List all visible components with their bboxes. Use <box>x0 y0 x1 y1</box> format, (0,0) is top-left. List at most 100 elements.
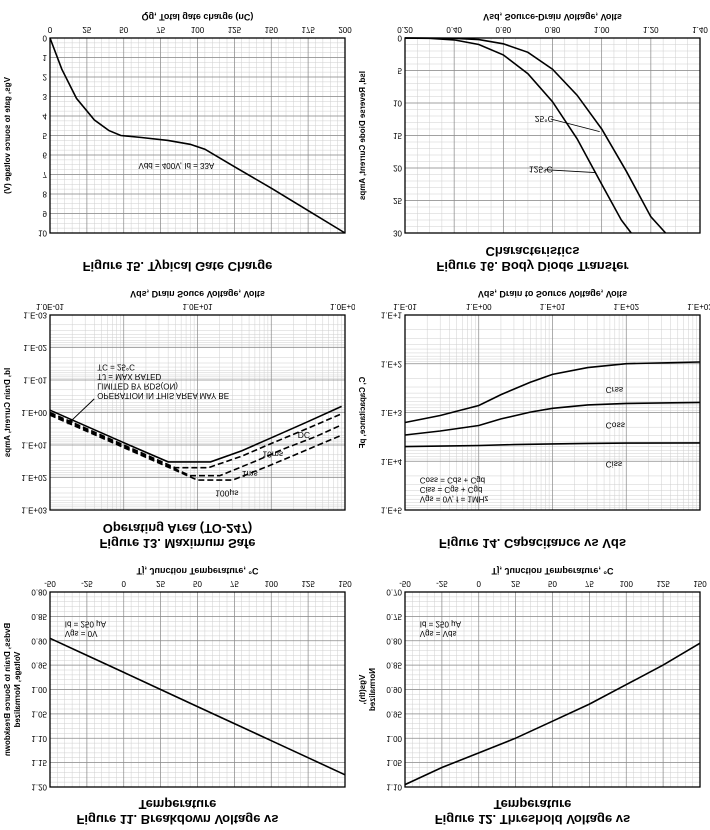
svg-text:1.E+01: 1.E+01 <box>540 302 566 311</box>
svg-text:OPERATION IN THIS AREA MAY BE: OPERATION IN THIS AREA MAY BE <box>97 391 229 400</box>
svg-text:75: 75 <box>585 579 594 588</box>
svg-text:C, Capacitance, pF: C, Capacitance, pF <box>358 377 367 449</box>
svg-text:1.10: 1.10 <box>31 734 47 743</box>
svg-text:0.95: 0.95 <box>31 661 47 670</box>
svg-text:100µs: 100µs <box>215 489 238 499</box>
svg-text:Vsd, Source-Drain Voltage, Vol: Vsd, Source-Drain Voltage, Volts <box>483 12 622 22</box>
svg-text:5: 5 <box>398 66 403 75</box>
svg-text:125: 125 <box>301 579 315 588</box>
figure-12-chart: -50 -25 0 25 50 75 100 125 150 0.70 0.75 0.80 0.85 0.… <box>355 554 710 794</box>
fig13-soa-series-10ms <box>49 411 342 469</box>
figure-14-caption: Figure 14. Capacitance vs Vds <box>439 517 626 554</box>
svg-text:Isd, Reverse Diode Current, Am: Isd, Reverse Diode Current, Amps <box>358 71 367 201</box>
figure-16-caption-line2: Characteristics <box>485 244 580 259</box>
svg-text:8: 8 <box>43 190 48 199</box>
svg-text:30: 30 <box>393 229 402 238</box>
svg-text:10ms: 10ms <box>262 450 283 460</box>
svg-text:25°C: 25°C <box>535 114 554 124</box>
figure-13-chart: 1.0E-01 1.0E+01 1.0E+03 1.E-03 1.E-02 1.E-01 1… <box>0 277 355 517</box>
svg-text:0.85: 0.85 <box>386 661 402 670</box>
svg-text:Id = 250 µA: Id = 250 µA <box>65 620 107 629</box>
svg-text:Voltage, Normalized: Voltage, Normalized <box>13 652 22 728</box>
svg-text:Vdd = 400V, Id = 33A: Vdd = 400V, Id = 33A <box>139 161 215 170</box>
svg-text:1.10: 1.10 <box>386 783 402 792</box>
figure-11-caption-line1: Figure 11. Breakdown Voltage vs <box>76 812 279 827</box>
svg-text:0: 0 <box>43 34 48 43</box>
svg-text:Tj, Junction Temperature, °C: Tj, Junction Temperature, °C <box>492 566 614 576</box>
svg-text:6: 6 <box>43 151 48 160</box>
svg-text:50: 50 <box>119 25 128 34</box>
svg-text:1.E+3: 1.E+3 <box>381 408 403 417</box>
figure-11-caption: Figure 11. Breakdown Voltage vs Temperat… <box>76 794 278 830</box>
svg-text:3: 3 <box>43 92 48 101</box>
figure-12-caption-line2: Temperature <box>493 797 572 812</box>
svg-text:50: 50 <box>548 579 557 588</box>
svg-text:1.40: 1.40 <box>692 25 708 34</box>
fig16-body-diode-series-25C <box>404 37 667 234</box>
svg-text:1.E-01: 1.E-01 <box>23 376 47 385</box>
figure-13-caption-line2: Operating Area (TO-247) <box>102 521 253 536</box>
figure-11-chart: -50 -25 0 25 50 75 100 125 150 0.80 0.85 0.90 0.95 1.… <box>0 554 355 794</box>
svg-text:150: 150 <box>338 579 352 588</box>
fig15-gate-charge-svg: 0 25 50 75 100 125 150 175 200 0 1 2 3 4 5 6 7 8 9 10 Qg, To… <box>3 12 352 238</box>
svg-text:10: 10 <box>393 99 402 108</box>
fig13-soa-svg: 1.0E-01 1.0E+01 1.0E+03 1.E-03 1.E-02 1.E-01 1… <box>3 289 355 515</box>
figure-15-chart: 0 25 50 75 100 125 150 175 200 0 1 2 3 4 5 6 7 8 9 10 Qg, To… <box>0 0 355 240</box>
svg-text:0.90: 0.90 <box>31 636 47 645</box>
fig12-threshold-voltage-svg: -50 -25 0 25 50 75 100 125 150 0.70 0.75 0.80 0.85 0.… <box>358 566 707 792</box>
svg-text:1.0E+03: 1.0E+03 <box>330 302 355 311</box>
svg-text:25: 25 <box>82 25 91 34</box>
svg-text:Vgs = 0V, f = 1MHz: Vgs = 0V, f = 1MHz <box>420 494 489 503</box>
svg-text:Bvdss, Drain to Source Breakdo: Bvdss, Drain to Source Breakdown <box>3 623 12 756</box>
svg-text:1.00: 1.00 <box>31 685 47 694</box>
svg-text:25: 25 <box>511 579 520 588</box>
svg-text:1.E+00: 1.E+00 <box>21 408 47 417</box>
svg-text:1.E+4: 1.E+4 <box>381 457 403 466</box>
svg-text:0.60: 0.60 <box>496 25 512 34</box>
fig11-breakdown-voltage-svg: -50 -25 0 25 50 75 100 125 150 0.80 0.85 0.90 0.95 1.… <box>3 566 352 792</box>
svg-text:1.E+01: 1.E+01 <box>21 441 47 450</box>
fig15-gate-charge-series-gate-charge <box>49 37 346 234</box>
svg-text:1.15: 1.15 <box>31 758 47 767</box>
svg-text:0.95: 0.95 <box>386 709 402 718</box>
fig16-body-diode-series-125C <box>404 37 632 234</box>
svg-text:1.0E-01: 1.0E-01 <box>36 302 65 311</box>
svg-text:1.05: 1.05 <box>31 709 47 718</box>
svg-text:Normalized: Normalized <box>368 668 377 711</box>
figure-13-caption-line1: Figure 13. Maximum Safe <box>99 536 256 551</box>
svg-text:25: 25 <box>156 579 165 588</box>
svg-text:1.E+03: 1.E+03 <box>687 302 710 311</box>
figure-16-chart: 0.20 0.40 0.60 0.80 1.00 1.20 1.40 0 5 10 15 20 25 30… <box>355 0 710 240</box>
svg-text:1.E+03: 1.E+03 <box>21 506 47 515</box>
svg-text:15: 15 <box>393 131 402 140</box>
svg-text:1.E-01: 1.E-01 <box>393 302 417 311</box>
svg-text:Id, Drain Current, Amps: Id, Drain Current, Amps <box>3 368 12 458</box>
figure-15-caption-line1: Figure 15. Typical Gate Charge <box>82 259 273 274</box>
svg-text:-50: -50 <box>399 579 411 588</box>
svg-text:0.85: 0.85 <box>31 612 47 621</box>
svg-text:0.20: 0.20 <box>397 25 413 34</box>
figure-15-panel: Figure 15. Typical Gate Charge 0 25 50 75 10… <box>0 0 355 277</box>
svg-text:Qg, Total gate charge (nC): Qg, Total gate charge (nC) <box>142 12 254 22</box>
svg-text:0.70: 0.70 <box>386 588 402 597</box>
svg-text:Vds, Drain Souce Voltage, Volt: Vds, Drain Souce Voltage, Volts <box>130 289 265 299</box>
fig12-threshold-voltage-series-vgsth-normalized <box>404 642 701 786</box>
svg-text:100: 100 <box>620 579 634 588</box>
figure-13-panel: Figure 13. Maximum Safe Operating Area (… <box>0 277 355 554</box>
svg-text:125: 125 <box>228 25 242 34</box>
svg-text:0: 0 <box>477 579 482 588</box>
figure-12-panel: Figure 12. Threshold Voltage vs Temperat… <box>355 554 710 830</box>
svg-text:25: 25 <box>393 196 402 205</box>
fig14-capacitance-svg: 1.E-01 1.E+00 1.E+01 1.E+02 1.E+03 1.E+1 1.E+2… <box>358 289 710 515</box>
svg-text:0.80: 0.80 <box>386 636 402 645</box>
svg-text:TC = 25°C: TC = 25°C <box>97 363 135 372</box>
svg-text:9: 9 <box>43 209 48 218</box>
svg-text:7: 7 <box>43 170 48 179</box>
svg-text:Vds, Drain to Source Voltage,: Vds, Drain to Source Voltage, Volts <box>478 289 627 299</box>
figure-12-caption-line1: Figure 12. Threshold Voltage vs <box>434 812 631 827</box>
svg-text:0: 0 <box>48 25 53 34</box>
figure-14-caption-line1: Figure 14. Capacitance vs Vds <box>438 536 627 551</box>
svg-text:1.E+5: 1.E+5 <box>381 506 403 515</box>
svg-text:1.0E+01: 1.0E+01 <box>182 302 213 311</box>
svg-text:-50: -50 <box>44 579 56 588</box>
